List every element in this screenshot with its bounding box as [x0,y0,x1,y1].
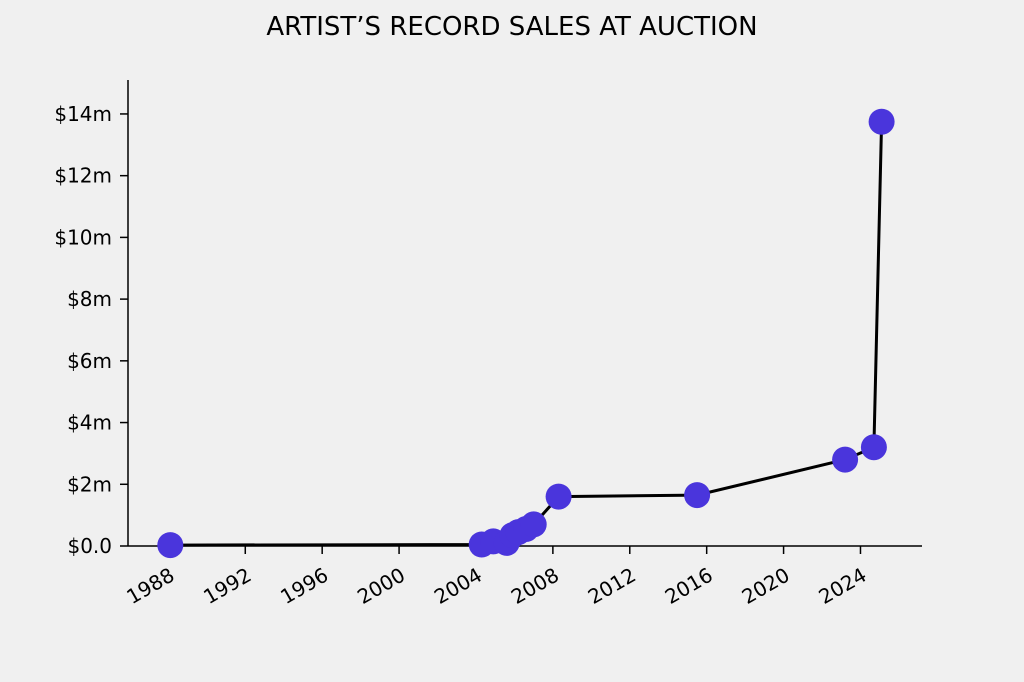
x-tick-label: 2012 [584,563,640,609]
y-tick-label: $12m [54,164,112,188]
y-tick-label: $6m [67,349,112,373]
y-tick-label: $10m [54,225,112,249]
y-tick-label: $0.0 [67,534,112,558]
series-line [170,121,884,547]
data-point [157,532,184,559]
data-point [868,108,895,135]
data-point [832,446,859,473]
x-tick-label: 2008 [507,563,563,609]
y-tick-label: $14m [54,102,112,126]
data-point [520,511,547,538]
y-tick-label: $4m [67,411,112,435]
x-tick-label: 2016 [661,563,717,609]
data-point [860,434,887,461]
series-group [157,108,895,559]
x-tick-label: 2004 [430,563,486,609]
x-tick-label: 2024 [814,563,870,609]
x-tick-label: 2020 [738,563,794,609]
x-axis-ticks: 1988 1992 1996 2000 2004 2008 2012 2016 2020 2024 [122,546,871,609]
data-point [545,483,572,510]
x-tick-label: 1988 [122,563,178,609]
data-point [684,482,711,509]
x-tick-label: 1992 [199,563,255,609]
x-tick-label: 2000 [353,563,409,609]
chart-title: ARTIST’S RECORD SALES AT AUCTION [266,12,757,42]
y-axis-ticks: $0.0 $2m $4m $6m $8m $10m $12m $14m [54,102,128,558]
y-tick-label: $2m [67,472,112,496]
y-tick-label: $8m [67,287,112,311]
x-tick-label: 1996 [276,563,332,609]
